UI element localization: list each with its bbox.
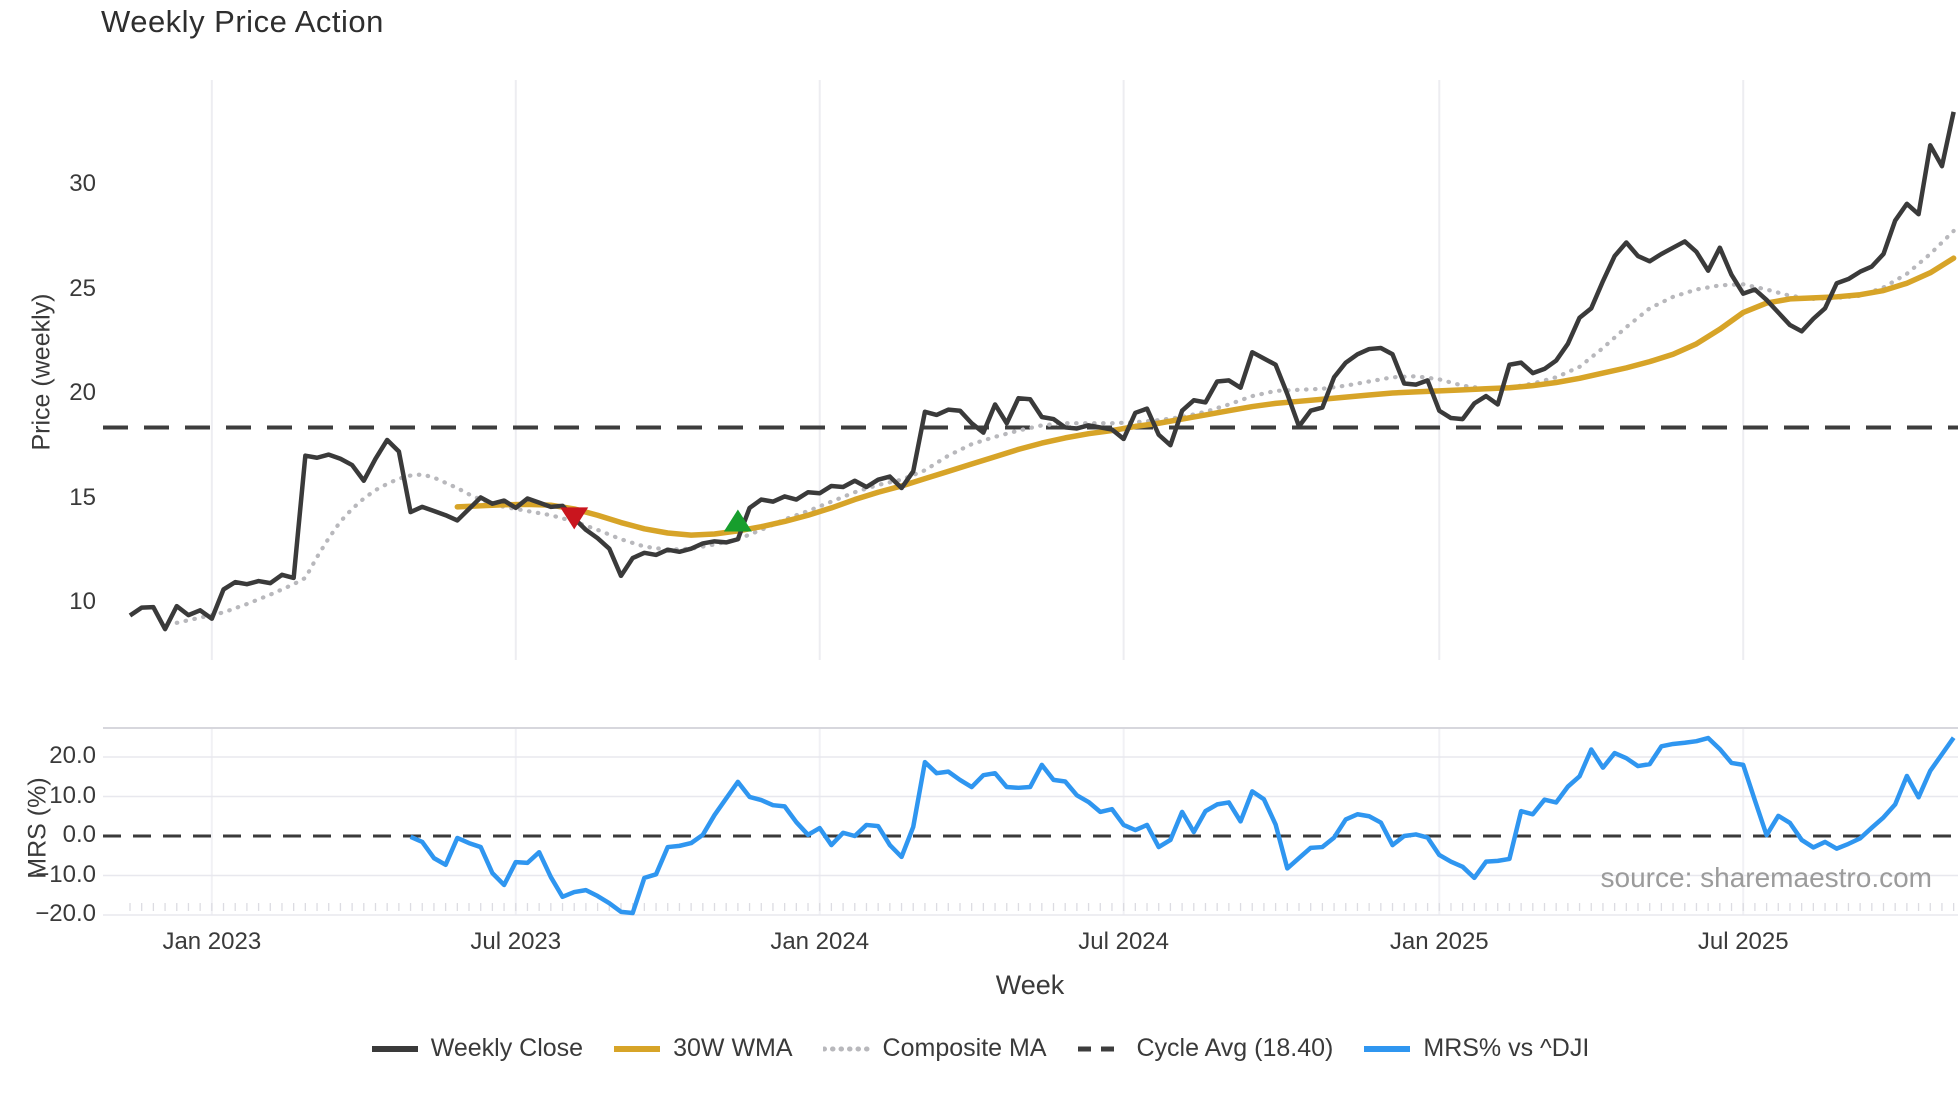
- legend-label: Weekly Close: [430, 1034, 584, 1062]
- price-y-tick-label: 10: [69, 588, 96, 615]
- x-tick-label: Jul 2024: [1078, 928, 1170, 955]
- legend-item-weekly-close: Weekly Close: [371, 1034, 583, 1063]
- mrs-y-tick-label: 20.0: [49, 742, 96, 769]
- sell-signal-marker: [560, 507, 589, 530]
- legend-swatch-solid-icon: [1364, 1045, 1411, 1052]
- x-axis-title: Week: [995, 970, 1065, 1000]
- source-note: source: sharemaestro.com: [1600, 862, 1932, 893]
- legend-swatch-solid-icon: [614, 1045, 661, 1052]
- legend-label: Composite MA: [882, 1034, 1047, 1062]
- price-y-tick-label: 25: [69, 274, 96, 302]
- legend-item-30w-wma: 30W WMA: [613, 1034, 793, 1063]
- legend-item-cycle-avg-18-40-: Cycle Avg (18.40): [1077, 1034, 1334, 1063]
- legend-label: MRS% vs ^DJI: [1423, 1034, 1590, 1062]
- legend-label: Cycle Avg (18.40): [1136, 1034, 1334, 1062]
- mrs-y-tick-label: −20.0: [35, 900, 96, 927]
- mrs-y-tick-label: 10.0: [49, 781, 96, 809]
- price-y-tick-label: 30: [69, 170, 96, 197]
- legend-item-composite-ma: Composite MA: [822, 1034, 1047, 1063]
- price-y-tick-label: 20: [69, 379, 96, 406]
- legend-swatch-dotted-icon: [822, 1046, 871, 1051]
- legend: Weekly Close 30W WMA Composite MA Cycle Avg…: [0, 1034, 1960, 1063]
- price-axis-title: Price (weekly): [27, 293, 56, 451]
- x-tick-label: Jan 2025: [1389, 928, 1489, 955]
- chart-title: Weekly Price Action: [101, 4, 384, 39]
- x-tick-label: Jul 2025: [1697, 928, 1789, 955]
- buy-signal-marker: [723, 509, 752, 532]
- x-tick-label: Jul 2023: [470, 928, 562, 955]
- legend-swatch-solid-icon: [371, 1045, 418, 1052]
- mrs-y-tick-label: 0.0: [62, 821, 96, 848]
- x-tick-label: Jan 2024: [770, 928, 870, 955]
- price-y-tick-label: 15: [69, 483, 96, 511]
- legend-item-mrs-vs-dji: MRS% vs ^DJI: [1363, 1034, 1589, 1063]
- legend-swatch-dashed-icon: [1077, 1046, 1124, 1051]
- x-tick-label: Jan 2023: [162, 928, 262, 955]
- mrs-y-tick-label: −10.0: [35, 860, 96, 888]
- legend-label: 30W WMA: [673, 1034, 793, 1062]
